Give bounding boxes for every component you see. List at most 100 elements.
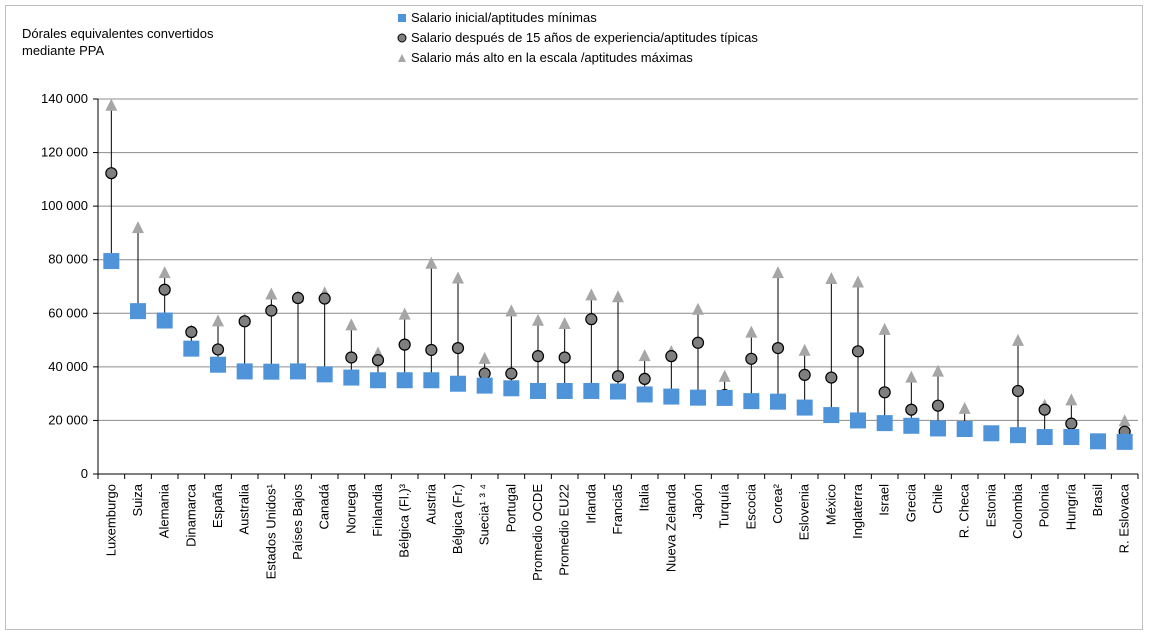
x-tick-label: España — [210, 483, 225, 528]
x-tick-label: Inglaterra — [850, 483, 865, 539]
circle-point — [905, 403, 918, 416]
triangle-marker-icon — [398, 54, 406, 62]
square-point — [903, 417, 920, 434]
circle-point — [478, 367, 491, 380]
triangle-point — [798, 343, 811, 356]
x-tick-label: Polonia — [1037, 483, 1052, 527]
square-point — [1116, 433, 1133, 450]
x-tick-label: México — [823, 484, 838, 525]
triangle-point — [105, 98, 118, 111]
square-point — [983, 425, 1000, 442]
square-point — [1036, 429, 1053, 446]
circle-point — [771, 342, 785, 355]
square-point — [930, 420, 946, 437]
square-point — [316, 366, 333, 383]
square-point — [610, 383, 626, 400]
circle-point — [798, 368, 811, 381]
circle-point — [345, 351, 358, 364]
legend-label: Salario más alto en la escala /aptitudes… — [411, 50, 693, 65]
square-point — [476, 377, 493, 394]
triangle-point — [878, 322, 891, 335]
triangle-point — [425, 256, 438, 269]
circle-point — [611, 370, 625, 383]
x-tick-label: Nueva Zelanda — [663, 483, 678, 572]
circle-point — [211, 343, 225, 356]
square-point — [370, 372, 386, 389]
x-tick-label: Noruega — [343, 483, 358, 534]
triangle-point — [612, 290, 624, 303]
square-point — [636, 386, 653, 403]
y-tick-label: 120 000 — [41, 145, 88, 160]
circle-point — [238, 315, 251, 328]
x-tick-label: Escocia — [743, 483, 758, 529]
square-point — [530, 382, 546, 399]
square-point — [130, 303, 146, 320]
square-point — [423, 372, 440, 389]
square-point — [343, 369, 360, 386]
x-tick-label: Austria — [423, 483, 438, 524]
x-tick-label: Países Bajos — [290, 484, 305, 560]
circle-point — [398, 338, 411, 351]
triangle-point — [745, 325, 758, 338]
x-tick-label: Hungría — [1063, 483, 1078, 530]
circle-point — [451, 342, 465, 355]
y-tick-label: 100 000 — [41, 198, 88, 213]
circle-marker-icon — [397, 33, 407, 43]
triangle-point — [1012, 333, 1024, 346]
triangle-point — [452, 271, 464, 284]
y-tick-label: 60 000 — [48, 305, 88, 320]
triangle-point — [932, 364, 944, 377]
x-tick-label: Bélgica (Fr.) — [450, 484, 465, 554]
triangle-point — [1118, 414, 1131, 427]
triangle-point — [212, 314, 224, 327]
circle-point — [558, 351, 571, 364]
legend-label: Salario inicial/aptitudes mínimas — [411, 10, 597, 25]
square-point — [156, 312, 173, 329]
square-point — [183, 340, 200, 357]
circle-point — [638, 372, 651, 386]
x-tick-label: Dinamarca — [183, 483, 198, 547]
x-tick-label: Alemania — [157, 483, 172, 538]
square-point — [850, 412, 866, 429]
triangle-point — [478, 351, 491, 364]
triangle-point — [905, 370, 918, 383]
y-tick-label: 80 000 — [48, 252, 88, 267]
square-point — [796, 399, 813, 416]
x-tick-label: Promedio OCDE — [530, 484, 545, 581]
circle-point — [371, 354, 385, 367]
circle-point — [105, 167, 118, 180]
x-tick-label: Turquía — [717, 483, 732, 528]
square-point — [690, 389, 706, 406]
circle-point — [665, 350, 678, 363]
chart-frame — [5, 5, 1143, 630]
x-tick-label: Suecia¹ ³ ⁴ — [477, 484, 492, 545]
x-tick-label: Promedio EU22 — [557, 484, 572, 576]
triangle-point — [825, 272, 838, 284]
x-tick-label: Corea² — [770, 483, 785, 523]
circle-point — [878, 386, 891, 399]
triangle-point — [852, 275, 864, 288]
circle-point — [291, 291, 305, 305]
circle-point — [265, 304, 278, 317]
x-tick-label: Suiza — [130, 483, 145, 516]
x-tick-label: Canadá — [317, 483, 332, 529]
triangle-point — [1065, 393, 1078, 406]
triangle-point — [958, 401, 971, 414]
x-tick-label: Colombia — [1010, 483, 1025, 539]
y-tick-label: 140 000 — [41, 91, 88, 106]
x-tick-label: Brasil — [1090, 484, 1105, 517]
square-point — [1063, 429, 1080, 446]
x-tick-label: Luxemburgo — [103, 484, 118, 556]
triangle-point — [585, 288, 598, 301]
x-tick-label: R. Eslovaca — [1117, 483, 1132, 553]
x-tick-label: R. Checa — [957, 483, 972, 538]
circle-point — [1065, 417, 1078, 430]
square-point — [583, 382, 600, 399]
square-point — [743, 393, 760, 410]
circle-point — [318, 292, 331, 305]
square-point — [290, 363, 306, 380]
x-tick-label: Israel — [877, 484, 892, 516]
square-point — [876, 415, 893, 432]
square-point — [770, 393, 786, 410]
